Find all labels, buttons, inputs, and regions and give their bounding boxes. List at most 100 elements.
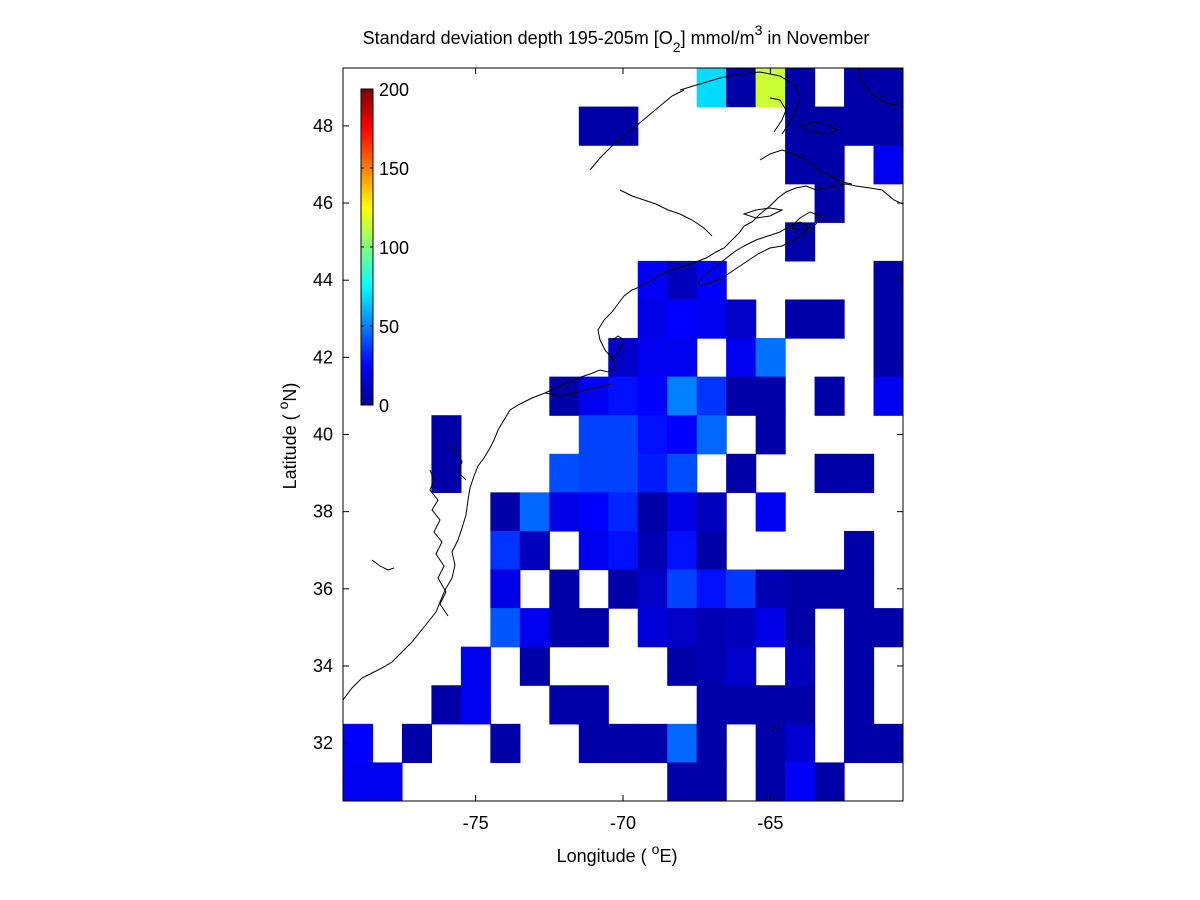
- heatmap-cell: [667, 723, 698, 764]
- heatmap-cell: [578, 453, 609, 493]
- heatmap-cell: [460, 646, 491, 686]
- heatmap-cell: [667, 608, 698, 648]
- heatmap-cell: [726, 569, 757, 609]
- heatmap-cell: [608, 338, 639, 378]
- heatmap-cell: [844, 608, 875, 648]
- heatmap-cell: [549, 376, 580, 416]
- coastline-st-lawrence-n: [679, 71, 801, 135]
- heatmap-cell: [608, 569, 639, 609]
- heatmap-cell: [696, 646, 727, 686]
- coastline-us-east: [343, 183, 903, 701]
- heatmap-cell: [814, 453, 845, 493]
- heatmap-cell: [844, 569, 875, 609]
- colorbar-tick-label: 50: [379, 317, 399, 337]
- heatmap-cell: [726, 646, 757, 686]
- x-tick-label: -75: [463, 813, 489, 833]
- y-tick-label: 48: [313, 116, 333, 136]
- heatmap-cell: [578, 723, 609, 764]
- heatmap-cell: [490, 569, 521, 609]
- heatmap-cell: [431, 685, 462, 725]
- heatmap-cell: [814, 569, 845, 609]
- heatmap-cell: [696, 415, 727, 455]
- heatmap-cell: [785, 685, 816, 725]
- heatmap-cell: [844, 106, 875, 146]
- heatmap-cell: [696, 608, 727, 648]
- heatmap-cell: [667, 646, 698, 686]
- heatmap-cell: [873, 299, 903, 339]
- heatmap-cell: [578, 530, 609, 571]
- heatmap-cell: [873, 608, 903, 648]
- heatmap-cell: [696, 762, 727, 801]
- heatmap-cell: [696, 530, 727, 571]
- heatmap-cell: [814, 376, 845, 416]
- coastline-nova-scotia: [697, 221, 809, 287]
- y-tick-label: 36: [313, 579, 333, 599]
- heatmap-cell: [667, 260, 698, 301]
- heatmap-cell: [460, 685, 491, 725]
- heatmap-cell: [578, 415, 609, 455]
- heatmap-cell: [549, 608, 580, 648]
- heatmap-cell: [637, 376, 668, 416]
- heatmap-cell: [696, 492, 727, 532]
- y-tick-label: 44: [313, 270, 333, 290]
- coastline-magdalen: [769, 97, 787, 133]
- coastline-st-lawrence-s: [589, 89, 685, 171]
- colorbar-tick-label: 150: [379, 159, 409, 179]
- heatmap-cell: [578, 376, 609, 416]
- heatmap-cell: [549, 569, 580, 609]
- heatmap-cell: [785, 646, 816, 686]
- heatmap-cell: [785, 299, 816, 339]
- colorbar-tick-label: 200: [379, 80, 409, 100]
- heatmap-cell: [637, 569, 668, 609]
- heatmap-cell: [873, 68, 903, 108]
- heatmap-cell: [637, 260, 668, 301]
- heatmap-cell: [519, 530, 550, 571]
- colorbar: 0 50 100 150 200: [360, 80, 409, 416]
- coastline-chesapeake: [429, 469, 449, 617]
- heatmap-cell: [726, 338, 757, 378]
- coastline-sound: [544, 383, 611, 397]
- heatmap-cell: [844, 453, 875, 493]
- heatmap-cell: [755, 723, 786, 764]
- y-tick-label: 40: [313, 425, 333, 445]
- y-tick-label: 46: [313, 193, 333, 213]
- colorbar-ticks: 0 50 100 150 200: [361, 80, 409, 416]
- heatmap-cell: [667, 376, 698, 416]
- heatmap-cell: [696, 68, 727, 108]
- heatmap-cell: [696, 723, 727, 764]
- heatmap-cell: [755, 762, 786, 801]
- heatmap-cell: [401, 723, 433, 764]
- coastline-newfoundland: [857, 68, 903, 107]
- x-axis: -75 -70 -65: [463, 68, 783, 833]
- heatmap-cell: [667, 762, 698, 801]
- heatmap-cell: [844, 646, 875, 686]
- heatmap-cell: [726, 299, 757, 339]
- heatmap-cell: [844, 68, 875, 108]
- heatmap-cell: [343, 762, 374, 801]
- coastline-pei: [742, 207, 784, 219]
- heatmap-cell: [814, 145, 845, 185]
- coastline-nb-bay: [619, 189, 713, 237]
- heatmap-cell: [637, 415, 668, 455]
- heatmap-cell: [667, 530, 698, 571]
- coastline-gaspe: [759, 149, 853, 185]
- coastline-bermuda: [771, 725, 781, 731]
- y-tick-label: 42: [313, 347, 333, 367]
- coastline-hatteras: [371, 559, 395, 571]
- heatmap-cell: [755, 338, 786, 378]
- heatmap-cell: [873, 376, 903, 416]
- heatmap-cell: [549, 453, 580, 493]
- heatmap-cell: [519, 492, 550, 532]
- heatmap-cell: [844, 723, 875, 764]
- heatmap-cell: [608, 106, 639, 146]
- y-axis: 32 34 36 38 40 42 44 46 48: [313, 116, 903, 753]
- coastline-anticosti: [798, 121, 840, 135]
- heatmap-cell: [608, 415, 639, 455]
- heatmap-cell: [490, 530, 521, 571]
- heatmap-cell: [637, 530, 668, 571]
- heatmap-cells: [343, 68, 903, 801]
- heatmap-cell: [844, 685, 875, 725]
- heatmap-cell: [785, 68, 816, 108]
- coastline: [343, 68, 903, 731]
- heatmap-cell: [637, 492, 668, 532]
